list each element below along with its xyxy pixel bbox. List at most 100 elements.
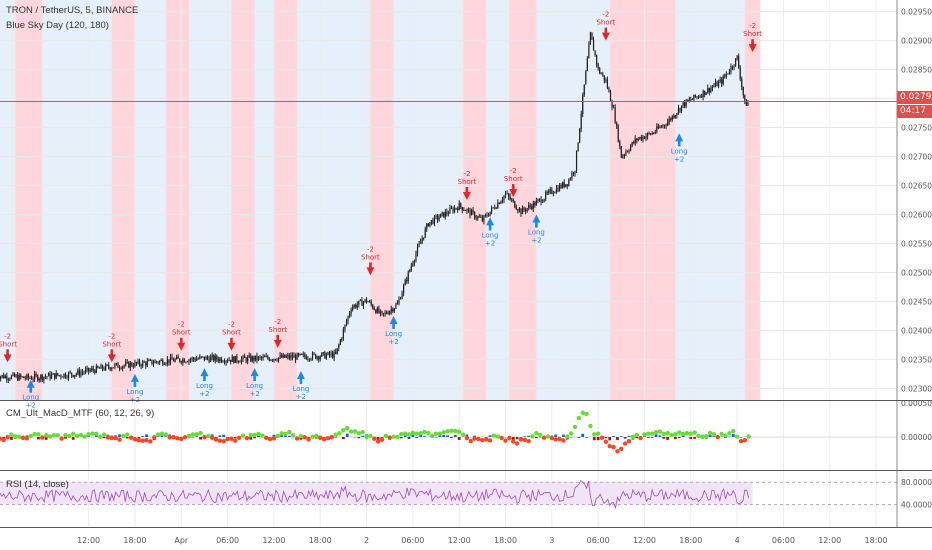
macd-point <box>24 436 30 441</box>
candle-body <box>633 142 635 144</box>
candle-body <box>64 373 67 378</box>
macd-point <box>175 436 180 441</box>
candle-body <box>744 95 746 102</box>
macd-point <box>229 436 234 441</box>
long-arrow <box>532 214 541 223</box>
candle-body <box>316 356 318 359</box>
time-tick-label: 12:00 <box>633 536 656 545</box>
indicator-legend[interactable]: Blue Sky Day (120, 180) <box>6 20 109 31</box>
macd-point <box>279 431 284 436</box>
candle-body <box>500 201 502 204</box>
macd-point <box>287 429 292 435</box>
candle-body <box>176 356 178 360</box>
candle-body <box>142 361 144 367</box>
macd-point <box>734 434 740 439</box>
candle-body <box>418 243 420 247</box>
rsi-legend[interactable]: RSI (14, close) <box>6 479 69 490</box>
candle-body <box>203 356 206 360</box>
candle-body <box>517 209 519 211</box>
candle-body <box>165 363 167 365</box>
candle-body <box>40 375 42 379</box>
time-tick-label: 12:00 <box>818 536 841 545</box>
macd-point <box>171 435 176 440</box>
long-value: +2 <box>199 390 209 398</box>
candle-body <box>665 125 667 127</box>
macd-point <box>264 435 269 441</box>
macd-point <box>74 433 80 439</box>
candle-body <box>117 363 119 368</box>
candle-body <box>441 212 443 214</box>
candle-body <box>594 50 596 56</box>
macd-point <box>445 429 450 434</box>
short-arrow <box>227 342 236 351</box>
macd-histogram-bar <box>218 435 222 437</box>
candle-body <box>586 58 588 71</box>
short-value: -2 <box>178 321 185 329</box>
long-value: +2 <box>674 155 684 163</box>
macd-point <box>568 431 574 436</box>
short-label: Short <box>102 340 121 348</box>
macd-point <box>399 431 404 437</box>
macd-point <box>55 433 60 438</box>
candle-body <box>453 208 456 212</box>
macd-histogram-bar <box>71 437 75 440</box>
macd-histogram-bar <box>199 437 202 440</box>
candle-body <box>214 355 216 361</box>
candle-body <box>676 113 678 116</box>
candle-body <box>112 367 114 369</box>
red-zone <box>15 0 43 400</box>
candle-body <box>168 359 170 363</box>
candle-body <box>381 310 383 314</box>
long-arrow <box>200 368 209 377</box>
short-value: -2 <box>510 167 517 175</box>
macd-histogram-bar <box>635 437 639 439</box>
macd-point <box>530 434 535 439</box>
price-tick-label: 0.02550 <box>901 239 932 248</box>
candle-body <box>449 208 451 214</box>
candle-body <box>29 377 31 379</box>
candle-body <box>600 73 602 75</box>
macd-legend[interactable]: CM_Ult_MacD_MTF (60, 12, 26, 9) <box>6 408 155 419</box>
candle-body <box>372 304 374 309</box>
candle-body <box>270 359 272 361</box>
macd-histogram-bar <box>357 437 361 439</box>
candle-body <box>177 356 179 359</box>
candle-body <box>634 138 636 144</box>
candle-body <box>563 182 565 187</box>
candle-body <box>609 91 612 102</box>
time-tick-label: 12:00 <box>448 536 471 545</box>
short-label: Short <box>172 329 191 337</box>
macd-point <box>507 435 512 441</box>
candle-body <box>379 310 382 313</box>
candle-body <box>359 299 361 301</box>
candle-body <box>461 207 463 211</box>
long-arrow <box>296 371 305 380</box>
macd-histogram-bar <box>403 435 407 437</box>
candle-body <box>20 374 22 377</box>
candle-body <box>182 359 184 363</box>
macd-point <box>244 435 250 441</box>
macd-histogram-bar <box>689 437 693 440</box>
candle-body <box>694 94 697 98</box>
macd-point <box>429 433 435 439</box>
macd-point <box>167 435 172 440</box>
candle-body <box>478 216 480 218</box>
macd-histogram-bar <box>423 436 426 437</box>
short-value: -2 <box>749 22 756 30</box>
candle-body <box>126 361 128 363</box>
candle-body <box>114 364 116 368</box>
candle-body <box>288 355 290 359</box>
candle-body <box>109 367 111 370</box>
candle-body <box>237 361 240 362</box>
candle-body <box>131 363 133 367</box>
candle-body <box>123 365 125 367</box>
candle-body <box>352 307 354 311</box>
candle-body <box>324 352 326 359</box>
macd-point <box>190 432 196 437</box>
macd-histogram-bar <box>342 437 345 440</box>
symbol-legend[interactable]: TRON / TetherUS, 5, BINANCE <box>6 5 139 16</box>
candle-body <box>74 374 76 377</box>
macd-histogram-bar <box>453 434 457 437</box>
candle-body <box>466 209 468 212</box>
